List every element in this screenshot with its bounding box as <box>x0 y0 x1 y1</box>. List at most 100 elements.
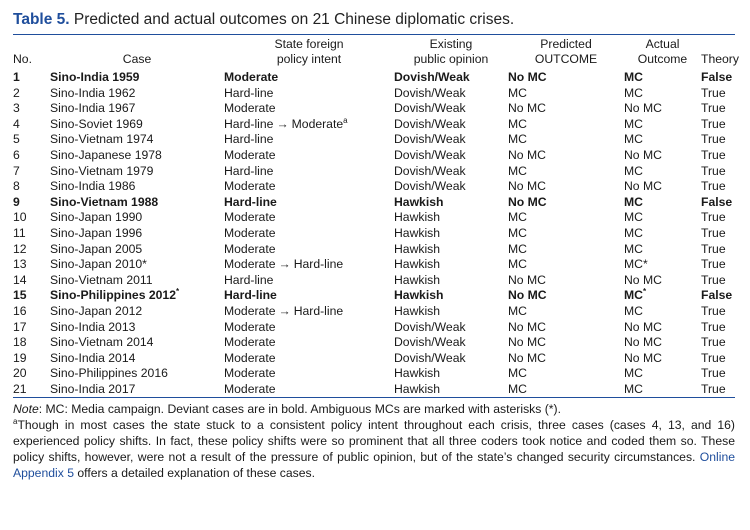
cell-predicted: MC <box>508 210 527 225</box>
cell-no: 5 <box>13 132 20 147</box>
case-name: Sino-India 2013 <box>50 319 136 334</box>
table-title: Predicted and actual outcomes on 21 Chin… <box>73 11 515 28</box>
actual-outcome: No MC <box>624 335 662 350</box>
cell-public-opinion: Hawkish <box>394 257 441 272</box>
cell-theory: True <box>701 179 726 194</box>
cell-predicted: MC <box>508 257 527 272</box>
cell-no: 7 <box>13 163 20 178</box>
cell-case: Sino-Vietnam 1974 <box>50 132 224 148</box>
table-row: 14 Sino-Vietnam 2011 Hard-line Hawkish No MC… <box>13 273 735 289</box>
policy-intent: Moderate <box>224 335 276 350</box>
table-notes: Note: MC: Media campaign. Deviant cases … <box>13 402 735 481</box>
col-actual-header: Actual Outcome <box>624 35 701 69</box>
case-name: Sino-Vietnam 1979 <box>50 163 154 178</box>
cell-theory: True <box>701 350 726 365</box>
cell-theory: True <box>701 116 726 131</box>
case-name: Sino-Japan 2010* <box>50 257 147 272</box>
cell-case: Sino-Japanese 1978 <box>50 148 224 164</box>
table-row: 20 Sino-Philippines 2016 Moderate Hawkish MC… <box>13 366 735 382</box>
cell-theory: True <box>701 303 726 318</box>
policy-intent: Moderate <box>224 303 276 318</box>
cell-actual: MC <box>624 226 701 242</box>
cell-policy-intent: Moderate <box>224 101 394 117</box>
note-label: Note <box>13 402 39 417</box>
actual-outcome: MC <box>624 210 643 225</box>
cell-predicted: MC <box>508 132 527 147</box>
table-row: 17 Sino-India 2013 Moderate Dovish/Weak No M… <box>13 320 735 336</box>
case-name: Sino-Japan 1990 <box>50 210 143 225</box>
cell-actual: No MC <box>624 335 701 351</box>
cell-public-opinion: Hawkish <box>394 225 441 240</box>
footnote-text: Though in most cases the state stuck to … <box>13 418 735 464</box>
cell-policy-intent: Moderate <box>224 148 394 164</box>
cell-actual: MC <box>624 117 701 133</box>
actual-outcome: MC <box>624 225 643 240</box>
actual-outcome: No MC <box>624 272 662 287</box>
bottom-rule <box>13 397 735 399</box>
header-line-1 <box>50 37 224 52</box>
footnote-mark: a <box>13 417 18 427</box>
cell-predicted: No MC <box>508 70 547 84</box>
cell-public-opinion: Dovish/Weak <box>394 335 466 350</box>
cell-public-opinion: Hawkish <box>394 210 441 225</box>
cell-policy-intent: Moderate <box>224 335 394 351</box>
case-name: Sino-India 1959 <box>50 70 140 84</box>
col-case-header: Case <box>50 35 224 69</box>
cell-actual: MC <box>624 242 701 258</box>
cell-policy-intent: Moderate → Hard-line <box>224 304 394 320</box>
col-theory-header: Theory <box>701 35 739 69</box>
cell-no: 13 <box>13 257 27 272</box>
cell-actual: No MC <box>624 101 701 117</box>
cell-no: 20 <box>13 366 27 381</box>
cell-no: 4 <box>13 116 20 131</box>
policy-intent: Moderate <box>224 257 276 272</box>
table-label: Table 5. <box>13 11 70 28</box>
header-line-2: public opinion <box>413 51 489 66</box>
table-row: 1 Sino-India 1959 Moderate Dovish/Weak No MC… <box>13 69 735 86</box>
cell-no: 3 <box>13 101 20 116</box>
policy-intent: Moderate <box>224 366 276 381</box>
cell-no: 11 <box>13 225 26 240</box>
cell-case: Sino-Vietnam 2014 <box>50 335 224 351</box>
case-name: Sino-India 2017 <box>50 381 136 396</box>
policy-intent: Moderate <box>224 381 276 396</box>
table-row: 18 Sino-Vietnam 2014 Moderate Dovish/Weak No… <box>13 335 735 351</box>
cell-policy-intent: Moderate <box>224 320 394 336</box>
note-text: : MC: Media campaign. Deviant cases are … <box>38 402 561 417</box>
col-public-opinion-header: Existing public opinion <box>394 35 508 69</box>
cell-case: Sino-India 1967 <box>50 101 224 117</box>
actual-outcome: No MC <box>624 179 662 194</box>
cell-case: Sino-Vietnam 2011 <box>50 273 224 289</box>
cell-actual: MC <box>624 164 701 180</box>
table-row: 10 Sino-Japan 1990 Moderate Hawkish MC MC True <box>13 210 735 226</box>
header-line-2: OUTCOME <box>534 51 598 66</box>
policy-intent: Hard-line <box>224 85 274 100</box>
cell-case: Sino-India 2013 <box>50 320 224 336</box>
online-appendix-link[interactable]: Online Appendix 5 <box>13 449 735 480</box>
cell-public-opinion: Hawkish <box>394 194 444 209</box>
cell-policy-intent: Moderate → Hard-line <box>224 257 394 273</box>
table-caption: Table 5. Predicted and actual outcomes o… <box>13 10 735 30</box>
cell-public-opinion: Dovish/Weak <box>394 350 466 365</box>
cell-policy-intent: Moderate <box>224 210 394 226</box>
actual-asterisk: * <box>642 287 647 297</box>
policy-intent: Moderate <box>224 225 276 240</box>
policy-shift-arrow: → <box>278 257 291 272</box>
cell-predicted: No MC <box>508 147 546 162</box>
cell-predicted: No MC <box>508 288 547 303</box>
cell-actual: MC <box>624 366 701 382</box>
cell-theory: True <box>701 101 726 116</box>
cell-theory: True <box>701 335 726 350</box>
cell-case: Sino-India 1962 <box>50 86 224 102</box>
policy-intent: Moderate <box>224 319 276 334</box>
cell-actual: MC <box>624 210 701 226</box>
table-row: 2 Sino-India 1962 Hard-line Dovish/Weak MC MC… <box>13 86 735 102</box>
cell-no: 14 <box>13 272 27 287</box>
cell-no: 15 <box>13 288 27 303</box>
cell-public-opinion: Dovish/Weak <box>394 147 466 162</box>
cell-actual: MC <box>624 382 701 398</box>
col-predicted-header: Predicted OUTCOME <box>508 35 624 69</box>
table-figure: Table 5. Predicted and actual outcomes o… <box>13 10 739 481</box>
cell-case: Sino-Japan 1990 <box>50 210 224 226</box>
case-name: Sino-Philippines 2016 <box>50 366 168 381</box>
